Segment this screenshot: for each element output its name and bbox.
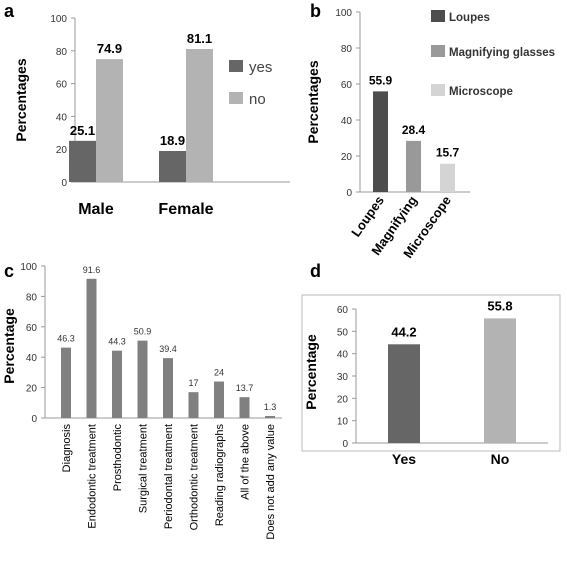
panel-c-y-tick-label: 0 [31, 414, 37, 425]
panel-c-y-tick-label: 100 [20, 262, 37, 273]
panel-a-letter: a [4, 1, 15, 21]
panel-b-legend-swatch [431, 45, 445, 57]
panel-d-y-tick-label: 50 [337, 327, 349, 338]
panel-a-legend-label: no [249, 91, 266, 108]
panel-a-legend-swatch [229, 92, 243, 104]
panel-c-y-tick-label: 80 [26, 292, 38, 303]
panel-b-y-tick-label: 20 [341, 152, 353, 163]
panel-a-category-label: Female [158, 201, 213, 218]
panel-d: d 0 10 20 30 40 50 60 Percentage 44.2 Yes 55.8 No [301, 261, 561, 467]
panel-b-legend-label: Magnifying glasses [449, 47, 555, 59]
panel-c-bar [265, 416, 275, 418]
panel-d-bar [388, 344, 420, 443]
panel-b-legend-label: Loupes [449, 12, 490, 24]
panel-c-bar [214, 381, 224, 418]
panel-c-category-label: Does not add any value [265, 424, 277, 540]
panel-b-legend-swatch [431, 84, 445, 96]
panel-a-bar [159, 151, 186, 182]
panel-a-y-tick-label: 40 [56, 112, 68, 123]
panel-d-y-tick-label: 10 [337, 417, 349, 428]
panel-a-bar [186, 48, 213, 182]
panel-c-category-label: All of the above [240, 424, 252, 500]
panel-c-y-tick-label: 60 [26, 323, 38, 334]
panel-a: a 0 20 40 60 80 100 Percentages 25.1 74.9 Male 18.9… [4, 1, 290, 218]
panel-c-bar [86, 278, 97, 418]
panel-c-bar [112, 350, 122, 418]
panel-a-y-tick-label: 20 [56, 145, 68, 156]
panel-d-y-tick-label: 30 [337, 372, 349, 383]
panel-b-legend-label: Microscope [449, 86, 513, 98]
panel-b-letter: b [310, 1, 321, 21]
panel-c-bar [239, 397, 250, 418]
panel-c-category-label: Prosthodontic [112, 424, 124, 492]
panel-a-category-label: Male [78, 201, 114, 218]
panel-b-y-tick-label: 0 [346, 188, 352, 199]
panel-b-y-tick-label: 40 [341, 116, 353, 127]
panel-a-bar-label: 18.9 [160, 133, 185, 148]
panel-c-category-label: Orthodontic treatment [189, 424, 201, 530]
panel-c-y-axis-title: Percentage [1, 308, 17, 384]
panel-c-bar-label: 13.7 [236, 383, 254, 393]
panel-b-legend-swatch [431, 10, 445, 22]
panel-a-bar-label: 25.1 [70, 123, 95, 138]
panel-c-bar-label: 24 [214, 368, 224, 378]
panel-a-bar-label: 81.1 [187, 31, 212, 46]
panel-b: b 0 20 40 60 80 100 Percentages 55.9 Loupes 28.4 Ma… [305, 1, 555, 261]
panel-c-category-label: Endodontic treatment [87, 424, 99, 529]
panel-b-bar [440, 163, 455, 192]
panel-c-bar-label: 50.9 [134, 327, 152, 337]
panel-b-y-axis-title: Percentages [305, 60, 321, 143]
panel-b-bar [373, 91, 388, 192]
panel-a-bar-label: 74.9 [97, 41, 122, 56]
panel-c-bar-label: 91.6 [83, 265, 101, 275]
panel-b-bar [406, 140, 421, 192]
panel-c: c 0 20 40 60 80 100 Percentage 46.3 Diagnosis 91.6… [1, 261, 282, 540]
panel-a-bar [69, 140, 96, 182]
panel-d-bar-label: 55.8 [487, 298, 512, 313]
panel-c-bar [163, 358, 173, 418]
panel-c-bar-label: 1.3 [264, 402, 277, 412]
panel-d-category-label: No [491, 451, 510, 467]
panel-a-bar [96, 59, 123, 182]
panel-a-y-axis-title: Percentages [13, 58, 29, 141]
panel-c-bar [137, 340, 148, 418]
panel-d-y-tick-label: 60 [337, 305, 349, 316]
panel-a-legend-swatch [229, 60, 243, 72]
panel-c-bar [61, 347, 71, 418]
panel-c-category-label: Diagnosis [61, 424, 73, 473]
panel-a-legend-label: yes [249, 59, 272, 76]
panel-b-bar-label: 15.7 [436, 146, 460, 160]
panel-b-bar-label: 28.4 [402, 123, 426, 137]
panel-b-bar-label: 55.9 [369, 73, 393, 87]
panel-d-y-tick-label: 40 [337, 350, 349, 361]
panel-c-category-label: Surgical treatment [138, 424, 150, 513]
panel-d-category-label: Yes [392, 451, 416, 467]
panel-d-bar-label: 44.2 [391, 324, 416, 339]
panel-c-y-tick-label: 20 [26, 384, 38, 395]
panel-a-y-tick-label: 0 [61, 178, 67, 189]
panel-c-letter: c [4, 261, 14, 281]
panel-d-letter: d [310, 261, 321, 281]
panel-c-y-tick-label: 40 [26, 353, 38, 364]
panel-c-bar-label: 17 [188, 378, 198, 388]
panel-d-y-axis-title: Percentage [303, 334, 319, 410]
panel-b-y-tick-label: 100 [335, 8, 352, 19]
panel-d-bar [484, 318, 516, 443]
panel-c-category-label: Periodontal treatment [163, 424, 175, 529]
panel-c-bar-label: 46.3 [57, 334, 75, 344]
panel-b-y-tick-label: 80 [341, 44, 353, 55]
panel-a-y-tick-label: 60 [56, 80, 68, 91]
panel-d-y-tick-label: 20 [337, 394, 349, 405]
panel-c-bar [188, 392, 199, 418]
panel-a-y-tick-label: 80 [56, 47, 68, 58]
panel-c-bar-label: 44.3 [108, 337, 126, 347]
panel-c-category-label: Reading radiographs [214, 424, 226, 527]
panel-a-y-tick-label: 100 [50, 14, 67, 25]
panel-c-bar-label: 39.4 [159, 344, 177, 354]
panel-d-frame [301, 294, 561, 452]
panel-d-y-tick-label: 0 [342, 439, 348, 450]
panel-b-y-tick-label: 60 [341, 80, 353, 91]
